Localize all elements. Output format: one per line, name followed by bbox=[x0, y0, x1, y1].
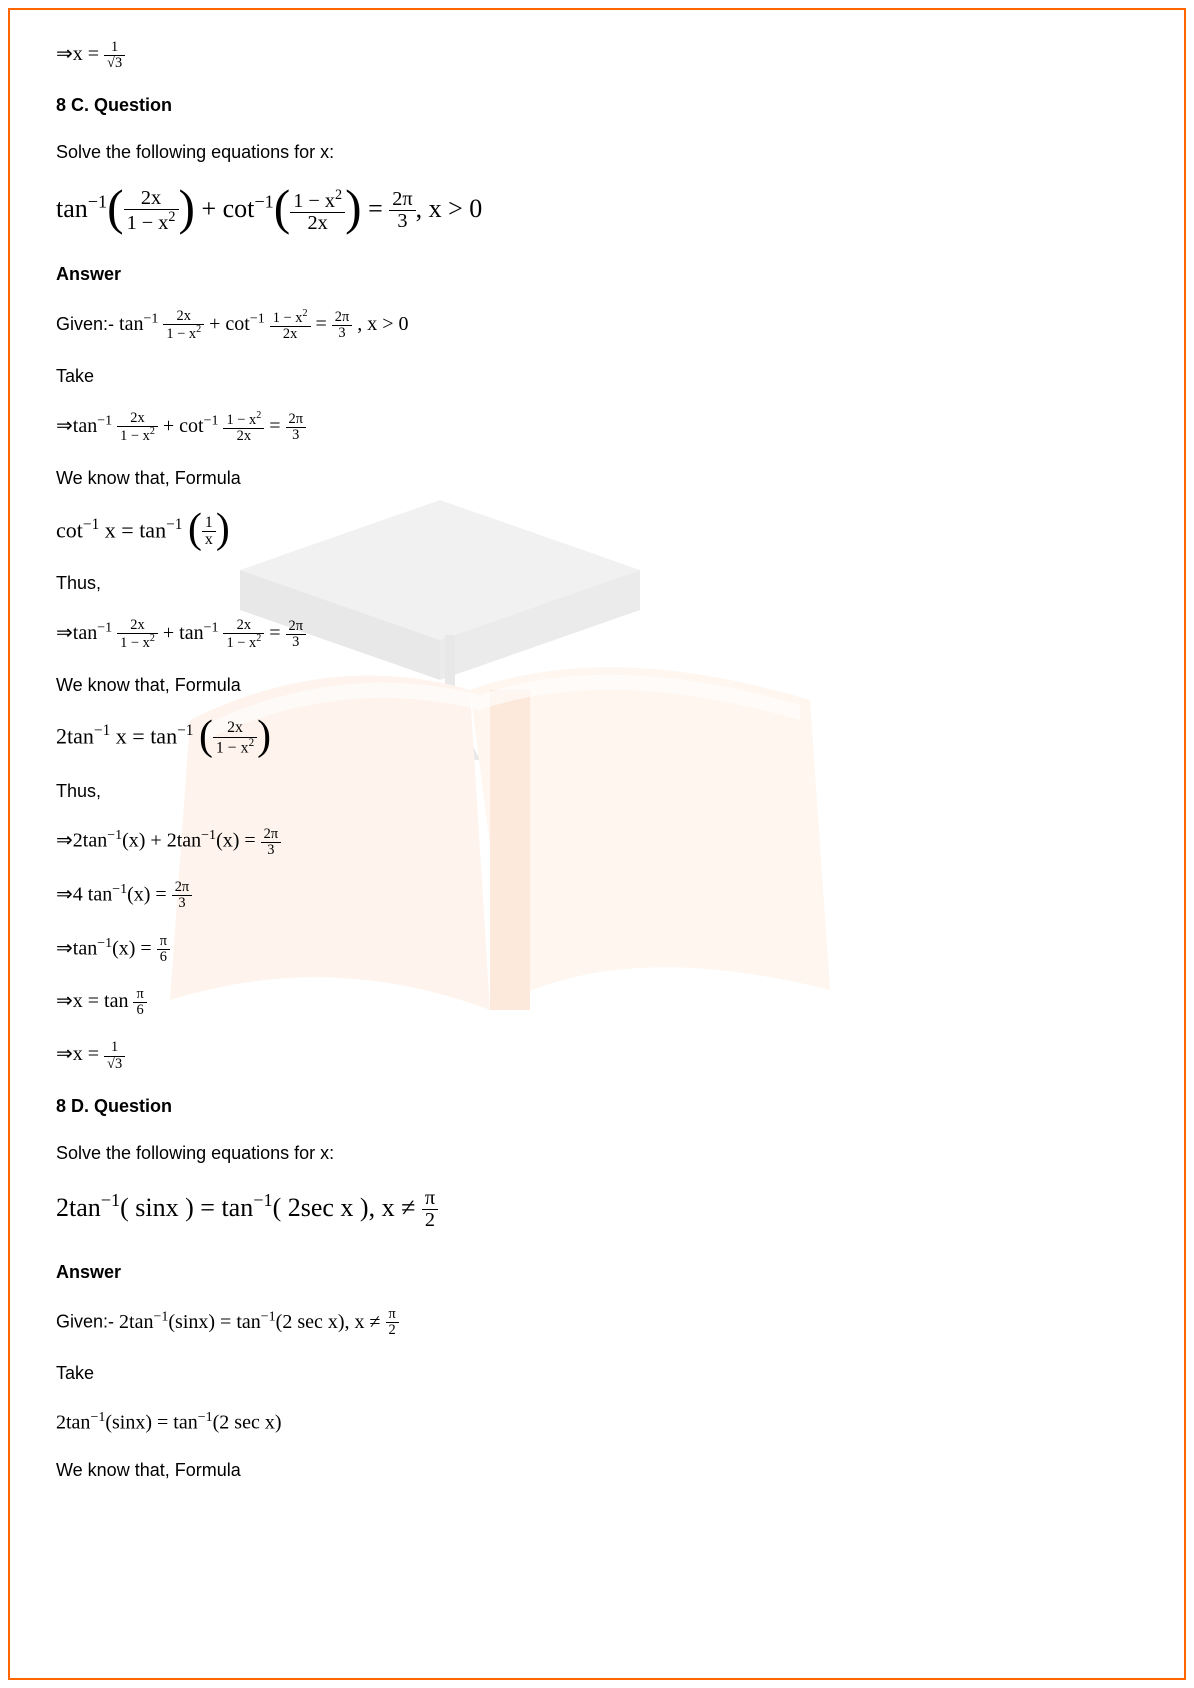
step-1: ⇒2tan−1(x) + 2tan−1(x) = 2π3 bbox=[56, 826, 1138, 858]
formula-label-2: We know that, Formula bbox=[56, 673, 1138, 698]
take-equation-2: 2tan−1(sinx) = tan−1(2 sec x) bbox=[56, 1408, 1138, 1437]
take-label: Take bbox=[56, 364, 1138, 389]
take-label-2: Take bbox=[56, 1361, 1138, 1386]
take-equation: ⇒tan−1 2x1 − x2 + cot−1 1 − x22x = 2π3 bbox=[56, 411, 1138, 444]
formula-label-1: We know that, Formula bbox=[56, 466, 1138, 491]
question-8d-prompt: Solve the following equations for x: bbox=[56, 1141, 1138, 1166]
thus-label-1: Thus, bbox=[56, 571, 1138, 596]
question-8d-title: 8 D. Question bbox=[56, 1094, 1138, 1119]
step-4: ⇒x = tan π6 bbox=[56, 987, 1138, 1018]
question-8c-title: 8 C. Question bbox=[56, 93, 1138, 118]
given-line: Given:- tan−1 2x1 − x2 + cot−1 1 − x22x … bbox=[56, 309, 1138, 342]
step-5: ⇒x = 1√3 bbox=[56, 1040, 1138, 1071]
tan2-formula: 2tan−1 x = tan−1 (2x1 − x2) bbox=[56, 720, 1138, 757]
thus-label-2: Thus, bbox=[56, 779, 1138, 804]
answer-label: Answer bbox=[56, 262, 1138, 287]
question-8c-prompt: Solve the following equations for x: bbox=[56, 140, 1138, 165]
question-8c-equation: tan−1(2x1 − x2) + cot−1(1 − x22x) = 2π3,… bbox=[56, 188, 1138, 234]
step-2: ⇒4 tan−1(x) = 2π3 bbox=[56, 880, 1138, 912]
step-3: ⇒tan−1(x) = π6 bbox=[56, 934, 1138, 966]
document-content: ⇒x = 1√3 8 C. Question Solve the followi… bbox=[56, 40, 1138, 1506]
given-line-2: Given:- 2tan−1(sinx) = tan−1(2 sec x), x… bbox=[56, 1307, 1138, 1339]
question-8d-equation: 2tan−1( sinx ) = tan−1( 2sec x ), x ≠ π2 bbox=[56, 1188, 1138, 1232]
result-line: ⇒x = 1√3 bbox=[56, 40, 1138, 71]
formula-label-3: We know that, Formula bbox=[56, 1458, 1138, 1483]
thus-equation-1: ⇒tan−1 2x1 − x2 + tan−1 2x1 − x2 = 2π3 bbox=[56, 618, 1138, 651]
cot-formula: cot−1 x = tan−1 (1x) bbox=[56, 514, 1138, 549]
answer-label-2: Answer bbox=[56, 1260, 1138, 1285]
